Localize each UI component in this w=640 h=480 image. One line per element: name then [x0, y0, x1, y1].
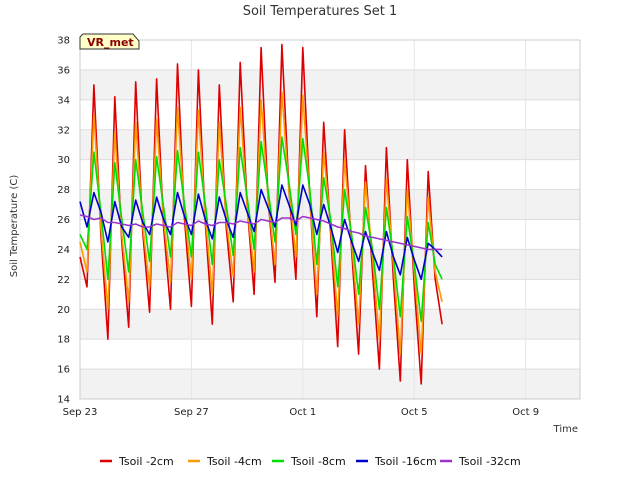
site-tag-label: VR_met	[87, 36, 134, 49]
y-tick-label: 36	[57, 65, 70, 76]
legend-label: Tsoil -2cm	[118, 455, 174, 468]
y-tick-label: 14	[57, 395, 70, 406]
y-tick-label: 28	[57, 185, 70, 196]
site-tag: VR_met	[79, 33, 140, 50]
y-tick-label: 26	[57, 215, 70, 226]
y-tick-label: 34	[57, 95, 70, 106]
legend-label: Tsoil -32cm	[458, 455, 521, 468]
chart-title: Soil Temperatures Set 1	[243, 4, 398, 19]
background-band	[80, 69, 580, 100]
x-tick-label: Sep 27	[174, 407, 209, 418]
x-axis-ticks: Sep 23 Sep 27 Oct 1 Oct 5 Oct 9	[63, 407, 539, 418]
y-tick-label: 32	[57, 125, 70, 136]
site-tag-box	[79, 33, 140, 50]
x-tick-label: Oct 5	[401, 407, 428, 418]
background-band	[80, 249, 580, 280]
background-band	[80, 309, 580, 340]
y-tick-label: 38	[57, 36, 70, 47]
series-line-tsoil-32cm	[79, 214, 443, 251]
y-axis-ticks: 14 16 18 20 22 24 26 28 30 32 34 36 38	[57, 36, 70, 406]
series-lines	[79, 43, 443, 385]
plot-background-bands	[80, 69, 580, 399]
y-tick-label: 22	[57, 275, 70, 286]
plot-area-border	[79, 39, 581, 400]
y-tick-label: 18	[57, 335, 70, 346]
y-tick-label: 16	[57, 365, 70, 376]
y-tick-label: 24	[57, 245, 70, 256]
series-line-tsoil-16cm	[79, 184, 443, 281]
y-tick-label: 20	[57, 305, 70, 316]
legend-label: Tsoil -8cm	[290, 455, 346, 468]
x-tick-label: Oct 9	[512, 407, 539, 418]
y-tick-label: 30	[57, 155, 70, 166]
x-tick-label: Sep 23	[63, 407, 98, 418]
x-axis-label: Time	[553, 424, 578, 435]
background-band	[80, 369, 580, 399]
series-line-tsoil-8cm	[79, 136, 443, 322]
legend-label: Tsoil -4cm	[206, 455, 262, 468]
legend-label: Tsoil -16cm	[374, 455, 437, 468]
legend: Tsoil -2cm Tsoil -4cm Tsoil -8cm Tsoil -16c…	[100, 455, 521, 468]
x-tick-label: Oct 1	[289, 407, 316, 418]
y-axis-label: Soil Temperature (C)	[9, 175, 20, 278]
background-band	[80, 129, 580, 160]
